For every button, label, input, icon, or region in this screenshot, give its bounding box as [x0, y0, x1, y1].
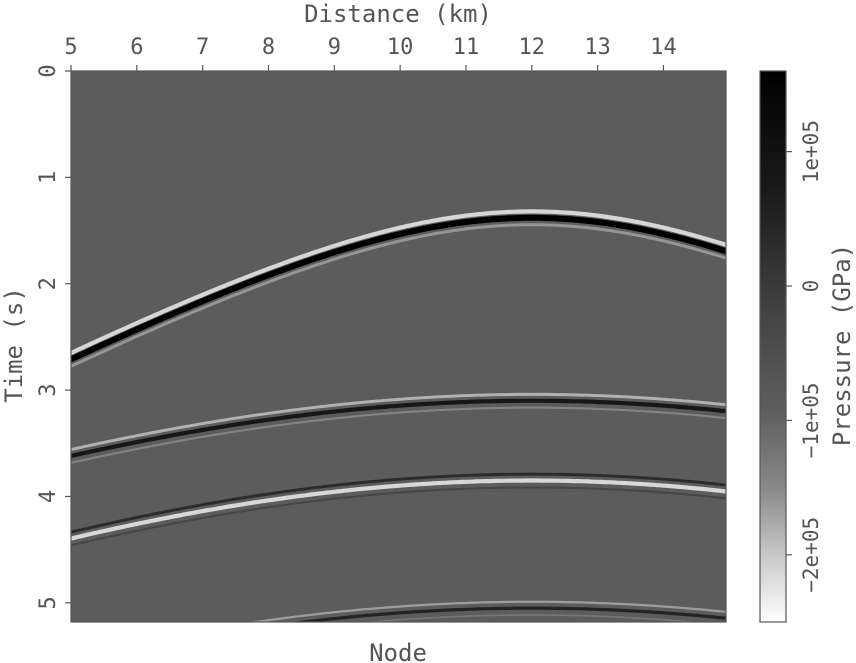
x-axis-top-label: Distance (km)	[304, 0, 492, 28]
plot-background	[71, 71, 726, 622]
y-tick-label: 4	[36, 490, 61, 503]
event-wavefront	[71, 398, 726, 458]
y-tick-label: 0	[36, 64, 61, 77]
colorbar-tick-label: −1e+05	[799, 382, 823, 458]
x-tick-label: 5	[64, 35, 77, 60]
event-wavefront	[71, 478, 726, 541]
colorbar-ticks: 1e+05 0 −1e+05 −2e+05	[786, 120, 823, 593]
event-sidelobe-after	[71, 406, 726, 464]
plot-frame	[70, 70, 727, 623]
event-sidelobe-after	[361, 614, 702, 622]
event-sidelobe-before	[247, 600, 726, 622]
x-tick-label: 12	[519, 35, 546, 60]
event-sidelobe-before	[71, 392, 726, 451]
x-tick-label: 10	[387, 35, 414, 60]
y-axis-label: Time (s)	[0, 287, 28, 403]
colorbar-label: Pressure (GPa)	[828, 244, 856, 446]
wave-events	[71, 209, 726, 622]
y-tick-label: 5	[36, 596, 61, 609]
x-tick-label: 7	[196, 35, 209, 60]
x-tick-label: 9	[328, 35, 341, 60]
colorbar-tick-label: −2e+05	[799, 517, 823, 593]
colorbar-tick-label: 0	[799, 280, 823, 293]
event-sidelobe-before	[71, 472, 726, 534]
y-tick-label: 1	[36, 171, 61, 184]
event-sidelobe-after	[71, 223, 726, 368]
event-wavefront	[71, 214, 726, 363]
event-wavefront	[290, 606, 726, 622]
x-axis-ticks: 5 6 7 8 9 10 11 12 13 14	[64, 35, 677, 71]
x-tick-label: 14	[650, 35, 677, 60]
x-tick-label: 13	[584, 35, 611, 60]
y-tick-label: 3	[36, 383, 61, 396]
event-sidelobe-before	[71, 209, 726, 356]
colorbar-tick-label: 1e+05	[799, 120, 823, 183]
event-sidelobe-after	[71, 486, 726, 547]
y-tick-label: 2	[36, 277, 61, 290]
x-axis-bottom-label: Node	[369, 639, 427, 663]
x-tick-label: 6	[130, 35, 143, 60]
x-tick-label: 8	[262, 35, 275, 60]
x-tick-label: 11	[453, 35, 480, 60]
y-axis-ticks: 0 1 2 3 4 5	[36, 64, 71, 609]
colorbar	[759, 70, 787, 623]
